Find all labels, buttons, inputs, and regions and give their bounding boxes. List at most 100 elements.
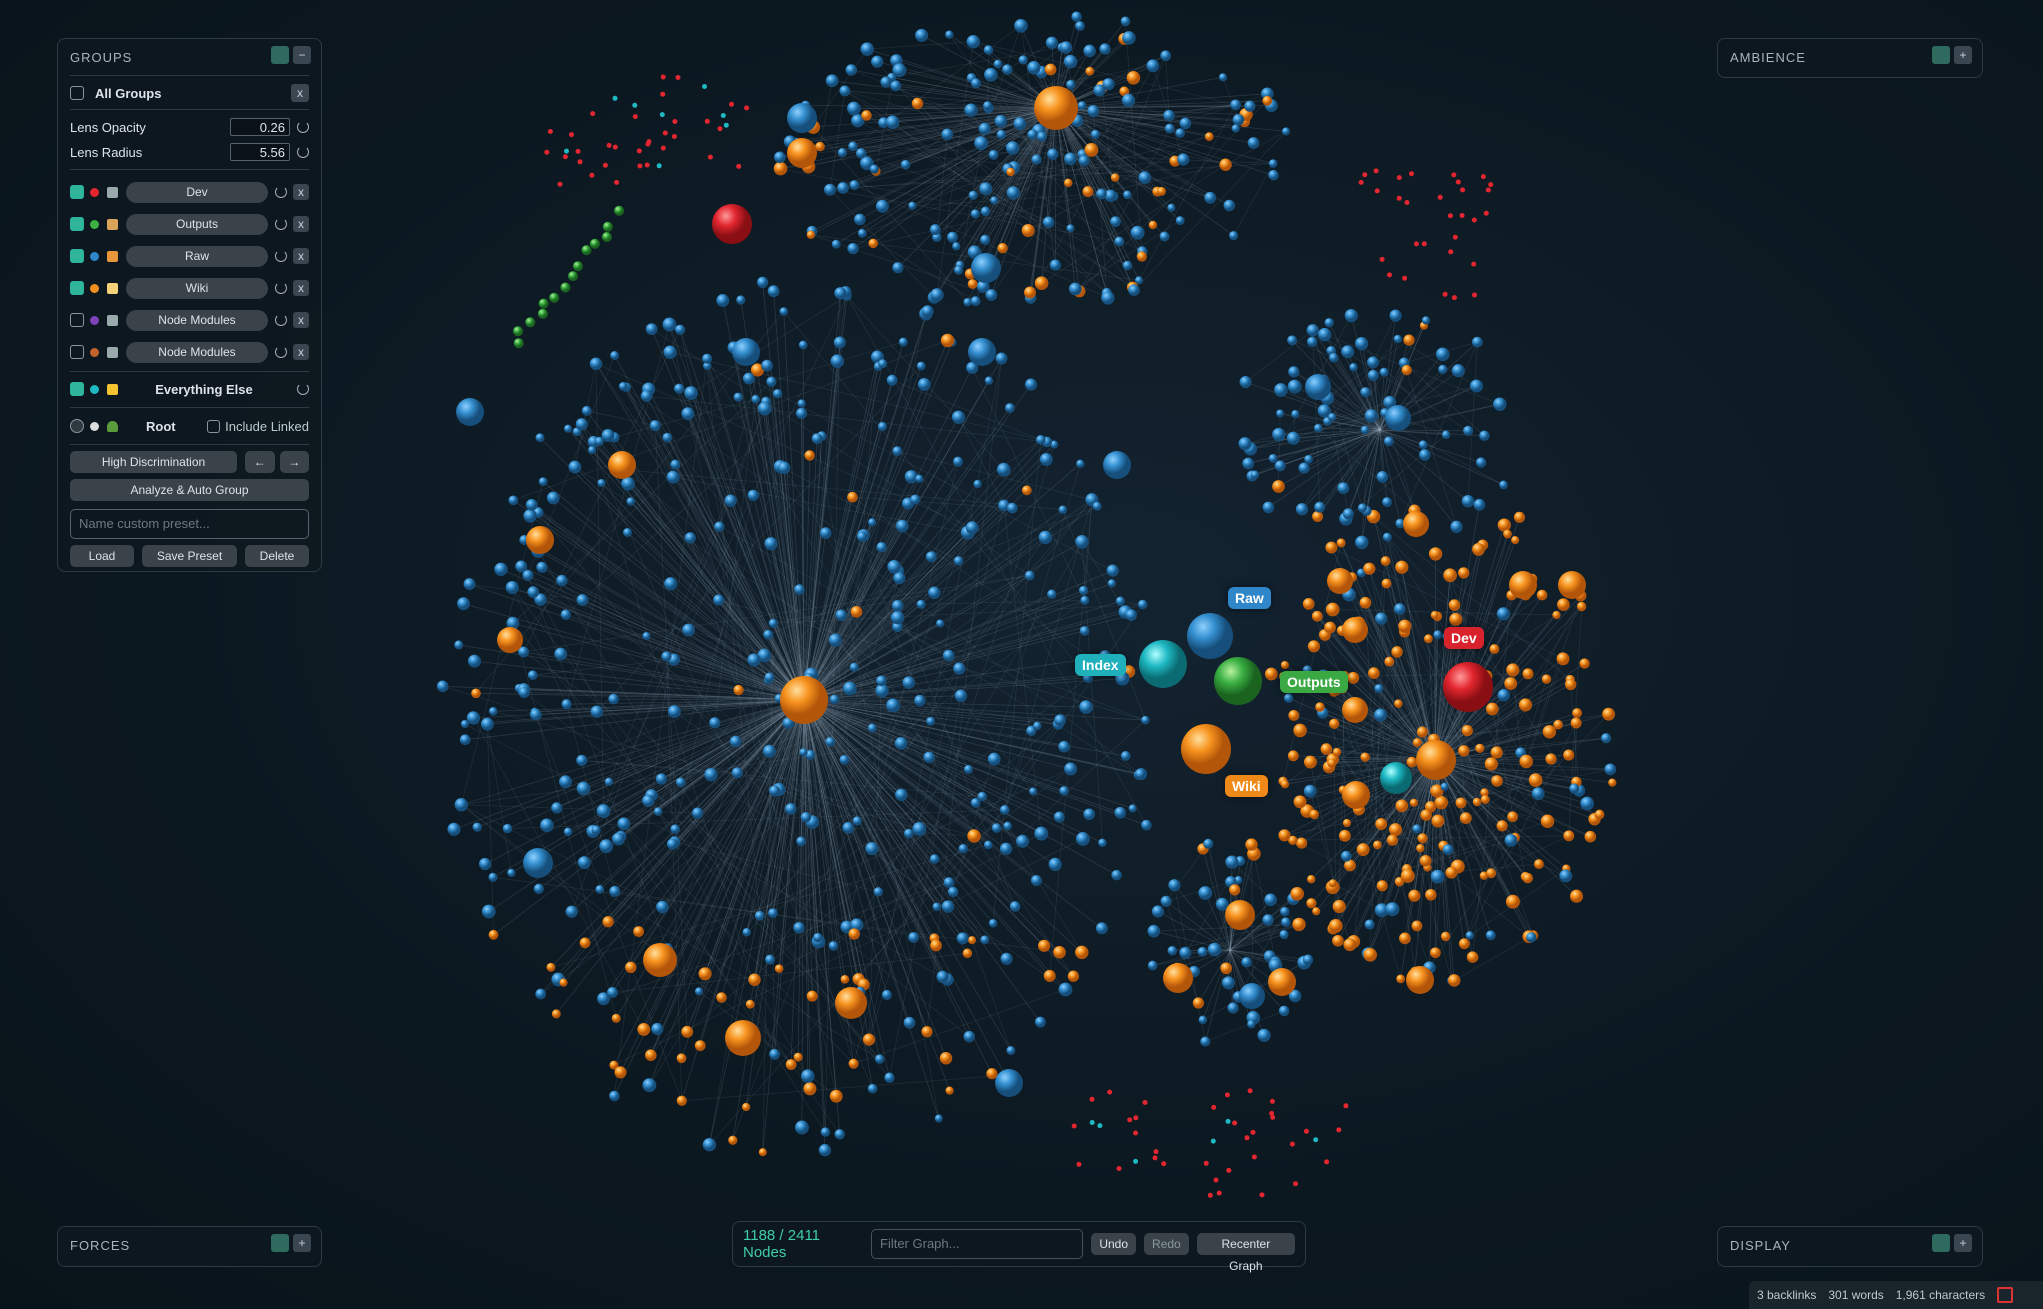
graph-node: [847, 242, 859, 255]
group-name[interactable]: Outputs: [126, 213, 268, 235]
checkbox[interactable]: [70, 86, 84, 100]
graph-node: [1080, 595, 1090, 605]
graph-node: [1218, 73, 1228, 82]
graph-node: [939, 1051, 953, 1065]
graph-node: [1450, 520, 1463, 533]
graph-node: [518, 686, 530, 699]
graph-node: [1360, 387, 1371, 398]
redo-button[interactable]: Redo: [1144, 1233, 1189, 1255]
graph-edge: [704, 547, 882, 974]
reset[interactable]: [297, 121, 309, 133]
graph-node: [793, 922, 805, 934]
filter-input[interactable]: Filter Graph...: [871, 1229, 1084, 1259]
graph-node: [1304, 454, 1313, 464]
graph-node: [785, 1059, 797, 1070]
number-input[interactable]: 5.56: [230, 143, 290, 161]
graph-node: [568, 271, 578, 282]
remove-button[interactable]: x: [293, 312, 309, 328]
group-name[interactable]: Node Modules: [126, 309, 268, 331]
reset[interactable]: [275, 314, 287, 326]
reset[interactable]: [275, 282, 287, 294]
reset[interactable]: [275, 186, 287, 198]
graph-edge: [846, 295, 1147, 826]
group-name[interactable]: Wiki: [126, 277, 268, 299]
number-input[interactable]: 0.26: [230, 118, 290, 136]
graph-edge: [780, 168, 1049, 223]
checkbox[interactable]: [70, 281, 84, 295]
checkbox[interactable]: [70, 313, 84, 327]
checkbox[interactable]: [207, 419, 221, 433]
graph-node: [1030, 875, 1042, 886]
graph-node: [1083, 44, 1096, 58]
button[interactable]: Load: [70, 545, 134, 567]
graph-node: [867, 1083, 878, 1094]
group-name[interactable]: Dev: [126, 181, 268, 203]
button[interactable]: Analyze & Auto Group: [70, 479, 309, 501]
checkbox[interactable]: [70, 249, 84, 263]
graph-node: [773, 161, 788, 176]
preset-input[interactable]: Name custom preset...: [70, 509, 309, 539]
expand-button[interactable]: +: [1954, 46, 1972, 64]
expand-button[interactable]: +: [1954, 1234, 1972, 1252]
group-name[interactable]: Node Modules: [126, 341, 268, 363]
pin-button[interactable]: [1932, 1234, 1950, 1252]
collapse-button[interactable]: −: [293, 46, 311, 64]
graph-edge: [622, 386, 899, 572]
graph-node: [1085, 66, 1095, 76]
pin-button[interactable]: [271, 1234, 289, 1252]
graph-edge: [1329, 627, 1436, 761]
graph-node: [1269, 1110, 1275, 1116]
graph-edge: [1007, 42, 1053, 70]
radio[interactable]: [70, 419, 84, 433]
button[interactable]: Save Preset: [142, 545, 237, 567]
graph-node: [1374, 683, 1384, 694]
button[interactable]: High Discrimination: [70, 451, 238, 473]
remove-button[interactable]: x: [291, 84, 309, 102]
graph-edge: [1337, 759, 1436, 941]
remove-button[interactable]: x: [293, 280, 309, 296]
recenter-button[interactable]: Recenter Graph: [1196, 1233, 1295, 1273]
graph-edge: [803, 699, 1117, 876]
remove-button[interactable]: x: [293, 216, 309, 232]
reset[interactable]: [297, 146, 309, 158]
graph-edge: [679, 329, 805, 701]
graph-edge: [1379, 429, 1504, 486]
remove-button[interactable]: x: [293, 344, 309, 360]
remove-button[interactable]: x: [293, 184, 309, 200]
graph-edge: [584, 699, 805, 944]
graph-node: [1580, 796, 1595, 811]
checkbox[interactable]: [70, 217, 84, 231]
graph-edge: [1386, 537, 1436, 761]
graph-edge: [1254, 415, 1372, 476]
expand-button[interactable]: +: [293, 1234, 311, 1252]
reset[interactable]: [297, 383, 309, 395]
undo-button[interactable]: Undo: [1091, 1233, 1137, 1255]
graph-edge: [757, 369, 805, 701]
graph-node: [930, 288, 944, 302]
checkbox[interactable]: [70, 185, 84, 199]
graph-edge: [769, 509, 1064, 960]
graph-edge: [1280, 429, 1381, 467]
checkbox[interactable]: [70, 382, 84, 396]
pin-button[interactable]: [271, 46, 289, 64]
graph-edge: [541, 566, 805, 701]
graph-node: [723, 122, 729, 128]
button[interactable]: ←: [245, 451, 275, 473]
checkbox[interactable]: [70, 345, 84, 359]
graph-node: [754, 910, 765, 921]
graph-edge: [464, 723, 943, 978]
graph-node: [787, 103, 817, 133]
remove-button[interactable]: x: [293, 248, 309, 264]
graph-node: [976, 280, 990, 293]
graph-node: [1396, 974, 1405, 984]
reset[interactable]: [275, 218, 287, 230]
button[interactable]: →: [279, 451, 310, 473]
graph-node: [1160, 50, 1172, 62]
graph-node: [1412, 738, 1422, 747]
button[interactable]: Delete: [245, 545, 309, 567]
graph-edge: [897, 626, 1139, 776]
pin-button[interactable]: [1932, 46, 1950, 64]
group-name[interactable]: Raw: [126, 245, 268, 267]
reset[interactable]: [275, 346, 287, 358]
reset[interactable]: [275, 250, 287, 262]
